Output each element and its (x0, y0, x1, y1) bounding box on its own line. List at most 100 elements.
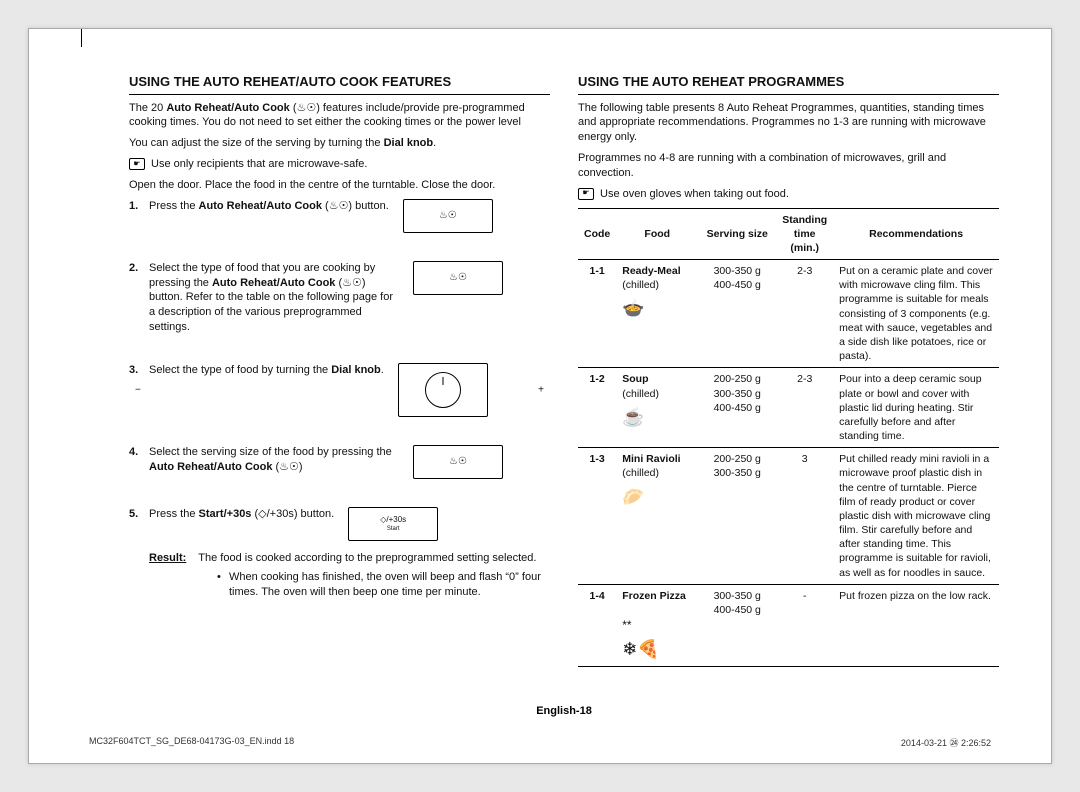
food-sub: (chilled) (622, 387, 692, 401)
snow-icon: ** (622, 618, 631, 632)
t: (♨☉) button. (322, 200, 389, 212)
cell-recommendation: Put frozen pizza on the low rack. (833, 584, 999, 666)
t: time (794, 228, 816, 240)
t: Press the (149, 200, 199, 212)
cell-serving: 200-250 g300-350 g400-450 g (698, 368, 776, 448)
food-sub: (chilled) (622, 278, 692, 292)
cell-serving: 300-350 g400-450 g (698, 260, 776, 368)
footer-meta: MC32F604TCT_SG_DE68-04173G-03_EN.indd 18… (89, 736, 991, 749)
steps-list: Press the Auto Reheat/Auto Cook (♨☉) but… (129, 199, 550, 541)
t: (◇/+30s) button. (251, 508, 334, 520)
cell-time: 3 (776, 448, 833, 585)
glyph: ◇/+30s (380, 515, 406, 526)
food-icon: ☕ (622, 405, 692, 429)
glyph: ♨☉ (449, 271, 467, 285)
two-column-layout: USING THE AUTO REHEAT/AUTO COOK FEATURES… (129, 73, 999, 693)
cell-serving: 300-350 g400-450 g (698, 584, 776, 666)
result-label: Result: (149, 551, 186, 566)
cell-recommendation: Put chilled ready mini ravioli in a micr… (833, 448, 999, 585)
cell-food: Mini Ravioli(chilled) 🥟 (616, 448, 698, 585)
cell-code: 1-2 (578, 368, 616, 448)
text: You can adjust the size of the serving b… (129, 137, 384, 149)
crop-mark (81, 29, 82, 47)
step-1: Press the Auto Reheat/Auto Cook (♨☉) but… (129, 199, 550, 233)
step-illustration: ♨☉ (403, 199, 493, 233)
t: Select the type of food by turning the (149, 364, 331, 376)
th-code: Code (578, 208, 616, 260)
cell-recommendation: Put on a ceramic plate and cover with mi… (833, 260, 999, 368)
start-label: Start (387, 525, 400, 533)
cell-code: 1-3 (578, 448, 616, 585)
step-text: Press the Start/+30s (◇/+30s) button. (149, 507, 334, 522)
plus-icon: + (538, 383, 544, 397)
t: (min.) (790, 242, 819, 254)
open-door-text: Open the door. Place the food in the cen… (129, 178, 550, 193)
table-row: 1-3 Mini Ravioli(chilled) 🥟200-250 g300-35… (578, 448, 999, 585)
dial-icon (425, 372, 461, 408)
start-button-icon: ◇/+30s Start (348, 507, 438, 541)
glyph: ♨☉ (449, 455, 467, 469)
bold-text: Dial knob (384, 137, 434, 149)
food-icon: 🥟 (622, 485, 692, 509)
t: Press the (149, 508, 199, 520)
step-text: Select the serving size of the food by p… (149, 445, 399, 475)
step-text: Select the type of food by turning the D… (149, 363, 384, 378)
left-adjust: You can adjust the size of the serving b… (129, 136, 550, 151)
minus-icon: − (135, 383, 141, 397)
right-intro-2: Programmes no 4-8 are running with a com… (578, 151, 999, 181)
result-bullets: When cooking has finished, the oven will… (217, 570, 550, 600)
left-intro: The 20 Auto Reheat/Auto Cook (♨☉) featur… (129, 101, 550, 131)
t: Standing (782, 214, 827, 226)
bold-text: Auto Reheat/Auto Cook (149, 461, 272, 473)
food-icon: ❄🍕 (622, 637, 692, 661)
t: (♨☉) (272, 461, 302, 473)
bold-text: Auto Reheat/Auto Cook (166, 102, 289, 114)
food-name: Frozen Pizza (622, 589, 692, 603)
step-text: Press the Auto Reheat/Auto Cook (♨☉) but… (149, 199, 389, 214)
document-page: USING THE AUTO REHEAT/AUTO COOK FEATURES… (28, 28, 1052, 764)
bold-text: Dial knob (331, 364, 381, 376)
auto-cook-button-icon: ♨☉ (413, 445, 503, 479)
step-2: Select the type of food that you are coo… (129, 261, 550, 335)
steps-area: Press the Auto Reheat/Auto Cook (♨☉) but… (129, 199, 550, 541)
th-time: Standing time (min.) (776, 208, 833, 260)
step-illustration: ◇/+30s Start (348, 507, 438, 541)
left-section-title: USING THE AUTO REHEAT/AUTO COOK FEATURES (129, 73, 550, 95)
th-rec: Recommendations (833, 208, 999, 260)
auto-cook-button-icon: ♨☉ (403, 199, 493, 233)
food-sub: (chilled) (622, 466, 692, 480)
bold-text: Start/+30s (199, 508, 252, 520)
dial-knob-icon: − + (398, 363, 488, 417)
step-illustration: − + (398, 363, 488, 417)
page-number: English-18 (129, 705, 999, 717)
auto-cook-button-icon: ♨☉ (413, 261, 503, 295)
cell-food: Frozen Pizza ** ❄🍕 (616, 584, 698, 666)
step-5: Press the Start/+30s (◇/+30s) button. ◇/… (129, 507, 550, 541)
t: . (381, 364, 384, 376)
note-text: Use only recipients that are microwave-s… (151, 157, 367, 172)
step-text: Select the type of food that you are coo… (149, 261, 399, 335)
table-header-row: Code Food Serving size Standing time (mi… (578, 208, 999, 260)
food-name: Mini Ravioli (622, 452, 692, 466)
right-section-title: USING THE AUTO REHEAT PROGRAMMES (578, 73, 999, 95)
cell-food: Ready-Meal(chilled)🍲 (616, 260, 698, 368)
table-row: 1-4Frozen Pizza**❄🍕300-350 g400-450 g-Pu… (578, 584, 999, 666)
bold-text: Auto Reheat/Auto Cook (199, 200, 322, 212)
footer-timestamp: 2014-03-21 ㉔ 2:26:52 (901, 736, 991, 749)
t: Select the serving size of the food by p… (149, 446, 392, 458)
text: The 20 (129, 102, 166, 114)
note-icon: ☛ (578, 188, 594, 200)
right-column: USING THE AUTO REHEAT PROGRAMMES The fol… (578, 73, 999, 693)
th-food: Food (616, 208, 698, 260)
glyph: ♨☉ (439, 209, 457, 223)
step-illustration: ♨☉ (413, 445, 503, 479)
food-icon: 🍲 (622, 296, 692, 320)
right-intro: The following table presents 8 Auto Rehe… (578, 101, 999, 146)
table-row: 1-1Ready-Meal(chilled)🍲300-350 g400-450 … (578, 260, 999, 368)
left-column: USING THE AUTO REHEAT/AUTO COOK FEATURES… (129, 73, 550, 693)
programmes-table: Code Food Serving size Standing time (mi… (578, 208, 999, 667)
result-block: Result: The food is cooked according to … (149, 551, 550, 600)
step-illustration: ♨☉ (413, 261, 503, 295)
cell-recommendation: Pour into a deep ceramic soup plate or b… (833, 368, 999, 448)
cell-serving: 200-250 g300-350 g (698, 448, 776, 585)
